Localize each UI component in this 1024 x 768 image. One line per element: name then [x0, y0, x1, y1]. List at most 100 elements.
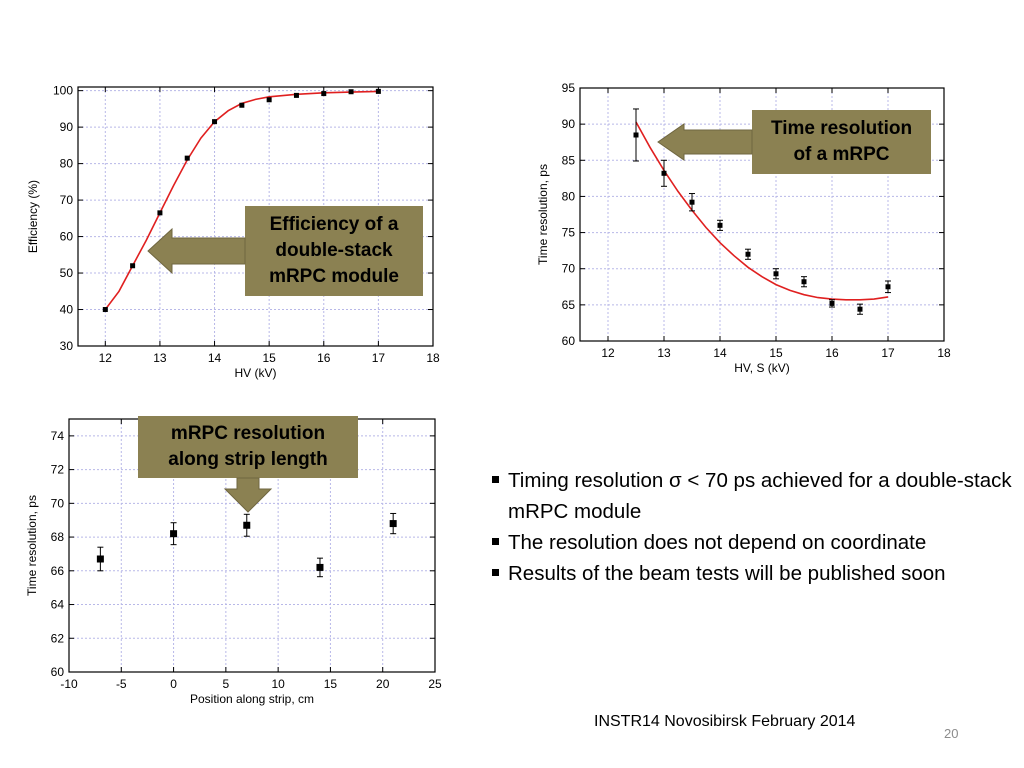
data-point [773, 271, 779, 277]
y-tick-label: 30 [60, 339, 74, 353]
efficiency-callout-line: mRPC module [269, 266, 399, 287]
data-point [745, 251, 751, 257]
bullet-square-icon [492, 569, 499, 576]
time-resolution-callout: Time resolution of a mRPC [752, 110, 931, 174]
data-point [829, 300, 835, 306]
efficiency-callout: Efficiency of a double-stack mRPC module [245, 206, 423, 296]
efficiency-callout-line: double-stack [275, 240, 393, 261]
y-tick-label: 66 [51, 564, 65, 578]
x-tick-label: 15 [262, 351, 276, 365]
y-axis-label: Time resolution, ps [25, 495, 39, 596]
y-tick-label: 74 [51, 429, 65, 443]
x-tick-label: 25 [428, 677, 442, 691]
y-tick-label: 85 [562, 153, 576, 167]
x-tick-label: -10 [60, 677, 78, 691]
y-tick-label: 75 [562, 226, 576, 240]
y-tick-label: 70 [562, 262, 576, 276]
data-point [96, 555, 104, 563]
data-point [321, 91, 327, 97]
data-point [689, 199, 695, 205]
data-point [130, 263, 136, 269]
x-axis-label: HV (kV) [235, 366, 277, 380]
y-tick-label: 60 [51, 665, 65, 679]
y-tick-label: 80 [60, 157, 74, 171]
efficiency-callout-line: Efficiency of a [269, 214, 399, 235]
x-tick-label: 17 [881, 346, 895, 360]
x-tick-label: 17 [372, 351, 386, 365]
down-arrow-icon [223, 477, 273, 513]
plot-frame [579, 87, 945, 342]
y-tick-label: 80 [562, 189, 576, 203]
data-point [717, 222, 723, 228]
data-point [239, 102, 245, 108]
data-point [293, 92, 299, 98]
strip-resolution-callout: mRPC resolution along strip length [138, 416, 358, 478]
x-tick-label: 12 [99, 351, 113, 365]
summary-bullets: Timing resolution σ < 70 ps achieved for… [490, 465, 1020, 589]
data-point [102, 307, 108, 313]
data-point [348, 89, 354, 95]
strip-resolution-callout-line: along strip length [168, 449, 328, 470]
strip-resolution-callout-line: mRPC resolution [170, 423, 326, 444]
y-tick-label: 72 [51, 463, 65, 477]
plot-frame [77, 86, 434, 347]
y-tick-label: 60 [562, 334, 576, 348]
x-tick-label: 13 [657, 346, 671, 360]
x-tick-label: 16 [317, 351, 331, 365]
bullet-item: Timing resolution σ < 70 ps achieved for… [490, 465, 1020, 527]
x-tick-label: 15 [324, 677, 338, 691]
y-tick-label: 100 [53, 84, 73, 98]
y-tick-label: 95 [562, 81, 576, 95]
x-tick-label: 13 [153, 351, 167, 365]
left-arrow-icon [657, 123, 753, 161]
x-tick-label: 16 [825, 346, 839, 360]
data-point [389, 520, 397, 528]
bullet-item: The resolution does not depend on coordi… [490, 527, 1020, 558]
data-point [801, 279, 807, 285]
data-point [170, 530, 178, 538]
data-point [661, 170, 667, 176]
y-tick-label: 90 [60, 120, 74, 134]
y-tick-label: 50 [60, 266, 74, 280]
data-point [184, 155, 190, 161]
x-tick-label: -5 [116, 677, 127, 691]
x-tick-label: 14 [713, 346, 727, 360]
data-point [212, 119, 218, 125]
y-axis-label: Time resolution, ps [536, 164, 550, 265]
data-point [857, 306, 863, 312]
time-resolution-callout-line: of a mRPC [793, 144, 890, 165]
x-tick-label: 18 [426, 351, 440, 365]
footer-text: INSTR14 Novosibirsk February 2014 [594, 713, 856, 730]
bullet-text: Timing resolution σ < 70 ps achieved for… [508, 469, 1012, 523]
x-axis-label: Position along strip, cm [190, 692, 314, 706]
y-tick-label: 68 [51, 530, 65, 544]
data-point [633, 132, 639, 138]
left-arrow-icon [147, 227, 246, 275]
x-tick-label: 12 [601, 346, 615, 360]
data-point [243, 521, 251, 529]
data-point [316, 563, 324, 571]
x-tick-label: 5 [223, 677, 230, 691]
y-tick-label: 70 [51, 496, 65, 510]
y-tick-label: 60 [60, 230, 74, 244]
y-axis-label: Efficiency (%) [26, 180, 40, 253]
x-tick-label: 20 [376, 677, 390, 691]
x-tick-label: 14 [208, 351, 222, 365]
x-tick-label: 0 [170, 677, 177, 691]
y-tick-label: 62 [51, 631, 65, 645]
page-number: 20 [944, 726, 959, 741]
time-resolution-callout-line: Time resolution [770, 118, 913, 139]
y-tick-label: 64 [51, 598, 65, 612]
bullet-text: Results of the beam tests will be publis… [508, 562, 946, 585]
bullet-square-icon [492, 476, 499, 483]
y-tick-label: 40 [60, 303, 74, 317]
data-point [885, 284, 891, 290]
y-tick-label: 70 [60, 193, 74, 207]
y-tick-label: 90 [562, 117, 576, 131]
data-point [266, 97, 272, 103]
fit-curve [635, 121, 889, 301]
